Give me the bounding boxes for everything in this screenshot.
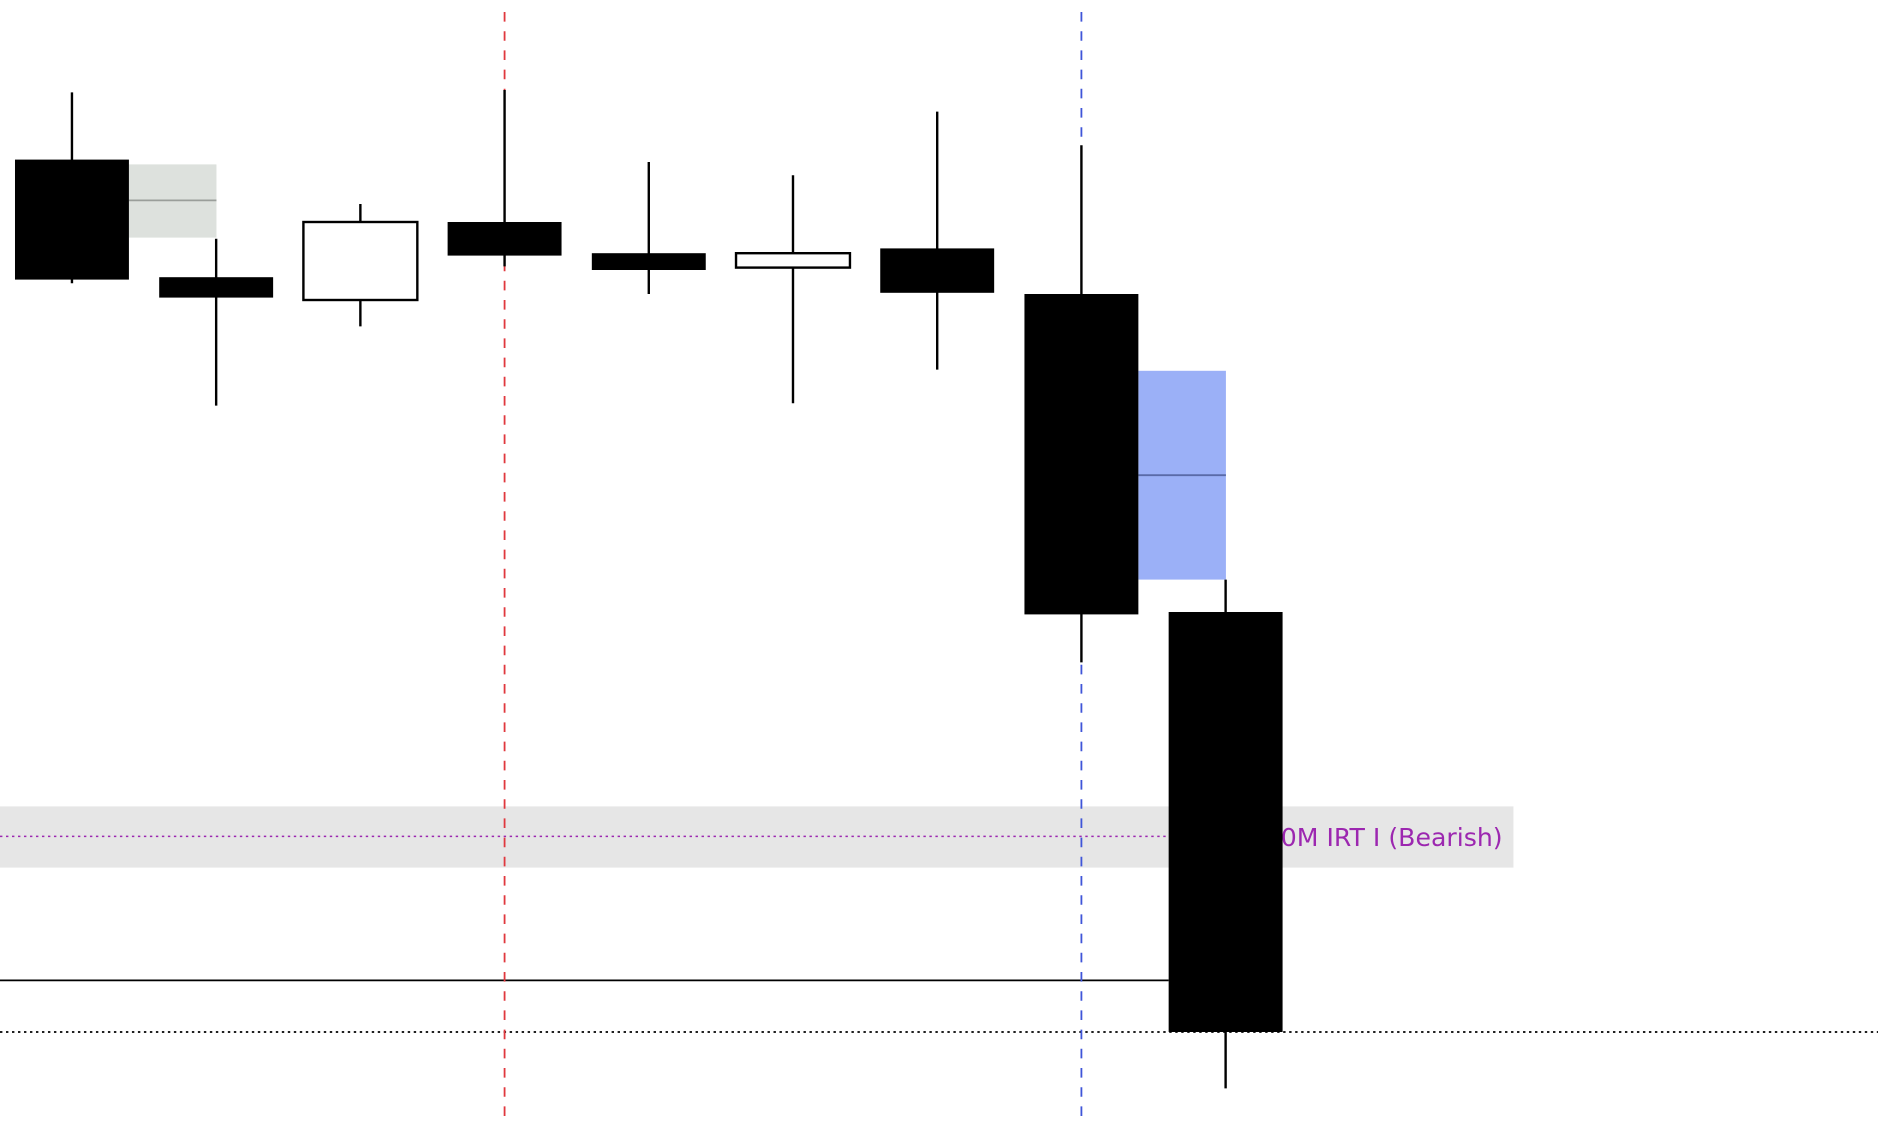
candle: [1168, 579, 1283, 1089]
bullish-candle-body: [302, 220, 419, 302]
candle: [14, 92, 129, 284]
bullish-candle-body: [734, 251, 852, 269]
bearish-candle-body: [591, 253, 706, 270]
bearish-candle-body: [1168, 612, 1283, 1032]
bearish-candle-body: [447, 222, 562, 256]
candle: [302, 204, 419, 327]
bearish-candle-body: [880, 248, 995, 293]
candle: [1024, 145, 1139, 663]
candle: [447, 90, 562, 267]
candle: [734, 175, 852, 404]
level-label: 0M IRT I (Bearish): [1281, 823, 1503, 852]
bearish-candle-body: [1024, 294, 1139, 615]
bearish-candle-body: [159, 277, 274, 298]
candle: [159, 238, 274, 406]
bearish-candle-body: [14, 159, 129, 280]
candle: [880, 111, 995, 370]
candle: [591, 162, 706, 294]
